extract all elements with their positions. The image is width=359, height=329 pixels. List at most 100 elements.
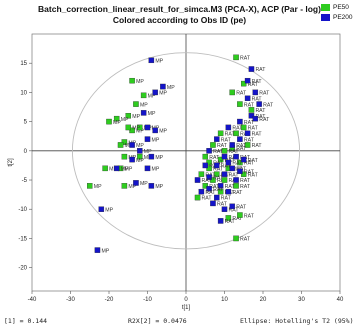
- points-layer: MPMPMPMPMPMPMPMPMPMPMPMPMPMPMPMPMPRATRAT…: [87, 54, 274, 254]
- point-label-pe200: RAT: [225, 219, 236, 225]
- legend-label-pe200: PE200: [333, 14, 353, 21]
- point-label-pe200: MP: [140, 181, 148, 187]
- point-label-pe200: RAT: [232, 126, 243, 132]
- point-label-pe200: MP: [121, 167, 129, 173]
- point-pe50: [233, 54, 239, 61]
- point-pe50: [125, 113, 132, 119]
- point-pe200: [98, 206, 105, 212]
- point-pe50: [229, 89, 235, 96]
- point-label-pe50: RAT: [236, 91, 247, 97]
- point-pe200: [244, 95, 251, 102]
- point-label-pe50: RAT: [248, 172, 259, 178]
- point-label-pe50: RAT: [232, 216, 243, 222]
- point-pe50: [194, 194, 201, 201]
- footer-r2x1: [1] = 0.144: [4, 317, 48, 325]
- point-pe50: [121, 139, 128, 145]
- point-pe200: [221, 153, 228, 160]
- point-pe200: [248, 113, 255, 119]
- point-pe200: [233, 153, 239, 160]
- point-pe50: [87, 183, 93, 189]
- point-label-pe200: MP: [101, 248, 109, 254]
- point-pe50: [233, 130, 239, 137]
- chart-title: Batch_correction_linear_result_for_simca…: [38, 4, 321, 14]
- x-tick-label: 20: [260, 297, 267, 303]
- point-label-pe200: MP: [159, 129, 167, 135]
- point-pe50: [121, 153, 128, 160]
- point-label-pe50: MP: [136, 79, 144, 85]
- point-pe200: [248, 66, 255, 72]
- point-label-pe50: RAT: [209, 155, 220, 161]
- point-pe200: [240, 156, 247, 163]
- point-pe200: [113, 165, 120, 172]
- x-tick-label: -20: [105, 297, 114, 303]
- point-label-pe50: RAT: [225, 131, 236, 137]
- point-pe200: [206, 186, 212, 192]
- point-pe200: [237, 118, 243, 125]
- point-label-pe50: RAT: [252, 143, 263, 149]
- point-label-pe200: RAT: [225, 184, 236, 190]
- point-pe200: [144, 124, 151, 131]
- point-label-pe50: MP: [113, 120, 121, 126]
- point-label-pe200: RAT: [229, 172, 240, 178]
- legend-item-pe200: PE200: [321, 14, 353, 21]
- point-label-pe50: MP: [125, 143, 133, 149]
- point-pe50: [244, 142, 251, 148]
- point-label-pe200: RAT: [255, 67, 266, 73]
- point-pe200: [206, 174, 212, 180]
- point-pe200: [140, 110, 147, 116]
- legend-label-pe50: PE50: [333, 4, 349, 11]
- y-tick-label: 0: [24, 149, 28, 155]
- point-label-pe200: MP: [159, 91, 167, 97]
- point-pe50: [233, 183, 239, 189]
- x-axis-label: t[1]: [182, 305, 191, 311]
- point-label-pe200: RAT: [221, 196, 232, 202]
- point-pe50: [202, 153, 208, 160]
- x-tick-label: 0: [184, 297, 188, 303]
- point-label-pe200: RAT: [213, 187, 224, 193]
- point-pe200: [194, 177, 201, 183]
- point-label-pe200: RAT: [236, 205, 247, 211]
- point-label-pe200: MP: [155, 58, 163, 64]
- point-pe50: [237, 101, 243, 107]
- legend: PE50 PE200: [321, 4, 353, 24]
- point-label-pe200: RAT: [263, 102, 274, 108]
- point-pe50: [202, 183, 208, 189]
- point-pe50: [233, 235, 239, 242]
- point-label-pe50: RAT: [213, 167, 224, 173]
- point-pe50: [210, 177, 216, 183]
- point-pe50: [137, 124, 143, 131]
- y-tick-label: 15: [20, 61, 27, 67]
- x-tick-label: -10: [143, 297, 152, 303]
- y-tick-label: -10: [18, 207, 27, 213]
- point-label-pe50: RAT: [240, 56, 251, 62]
- point-label-pe50: MP: [121, 117, 129, 123]
- point-pe200: [256, 101, 262, 107]
- ellipse-layer: [71, 52, 301, 250]
- point-label-pe50: MP: [144, 155, 152, 161]
- point-label-pe200: RAT: [244, 137, 255, 143]
- point-pe200: [244, 130, 251, 137]
- point-label-pe50: MP: [132, 126, 140, 132]
- y-tick-label: 5: [24, 120, 28, 126]
- point-pe200: [229, 142, 235, 148]
- point-pe50: [214, 171, 220, 177]
- point-label-pe50: MP: [128, 184, 136, 190]
- point-label-pe200: RAT: [232, 190, 243, 196]
- legend-swatch-pe50: [321, 4, 330, 11]
- point-label-pe50: MP: [140, 102, 148, 108]
- point-pe50: [217, 188, 224, 195]
- point-pe200: [221, 206, 228, 212]
- legend-swatch-pe200: [321, 14, 330, 21]
- point-label-pe50: RAT: [244, 213, 255, 219]
- point-label-pe50: MP: [94, 184, 102, 190]
- chart-subtitle: Colored according to Obs ID (pe): [112, 15, 247, 25]
- point-pe50: [240, 80, 247, 87]
- point-label-pe50: RAT: [209, 184, 220, 190]
- point-pe200: [225, 159, 232, 166]
- point-pe200: [217, 218, 224, 224]
- point-label-pe200: RAT: [205, 190, 216, 196]
- point-pe50: [137, 153, 143, 160]
- x-tick-label: 40: [337, 297, 344, 303]
- point-label-pe200: RAT: [217, 202, 228, 208]
- point-pe200: [214, 194, 220, 201]
